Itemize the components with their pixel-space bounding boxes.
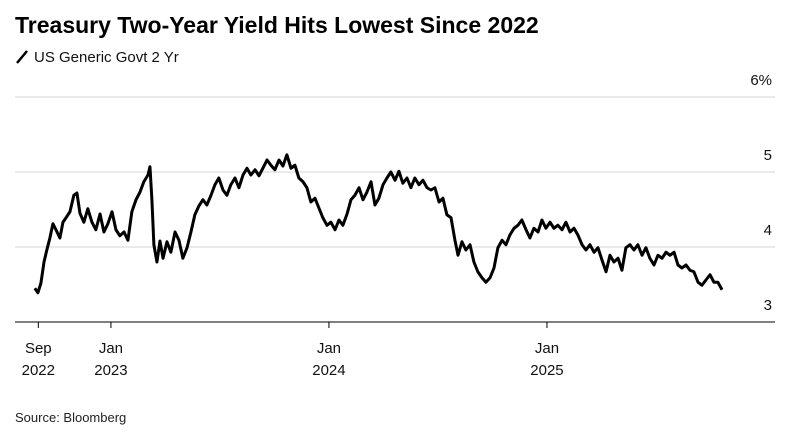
y-tick-label: 6% — [750, 72, 772, 89]
y-tick-label: 4 — [764, 222, 772, 239]
y-tick-label: 5 — [764, 147, 772, 164]
legend-label: US Generic Govt 2 Yr — [34, 49, 179, 66]
x-tick-label: Jan 2025 — [530, 340, 564, 379]
x-tick-label: Jan 2024 — [312, 340, 346, 379]
y-tick-label: 3 — [764, 297, 772, 314]
source: Source: Bloomberg — [15, 410, 126, 425]
chart-title: Treasury Two-Year Yield Hits Lowest Sinc… — [15, 12, 539, 38]
legend-icon — [16, 50, 28, 64]
series-line — [33, 153, 724, 295]
x-tick-label: Sep 2022 — [21, 340, 55, 379]
x-tick-label: Jan 2023 — [94, 340, 128, 379]
